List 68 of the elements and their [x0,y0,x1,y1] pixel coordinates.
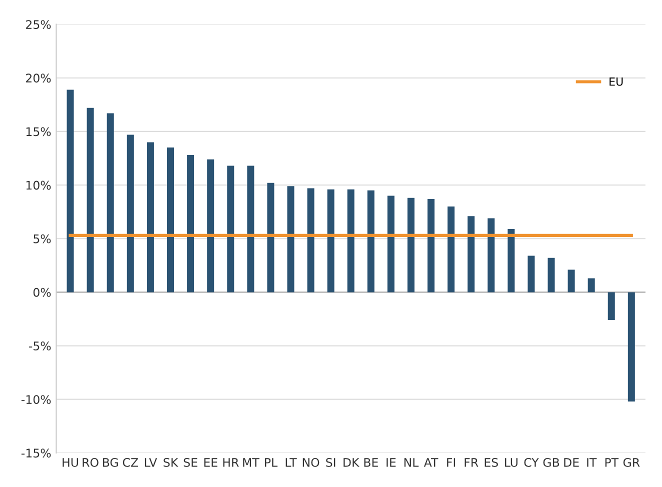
x-tick-label: PT [605,458,619,467]
x-tick-label: BE [364,458,378,467]
x-tick-label: IT [587,458,597,467]
y-tick-label: 15% [26,127,51,136]
bar [166,148,174,292]
bar [548,258,555,292]
bar [367,190,374,292]
x-tick-label: ES [484,458,498,467]
x-tick-label: MT [243,458,260,467]
x-tick-label: NO [302,458,320,467]
x-tick-label: CY [524,458,539,467]
x-tick-label: DE [564,458,579,467]
bar [146,142,154,292]
bar [187,155,194,292]
bar [588,278,595,292]
y-tick-label: 5% [34,234,51,244]
bar [347,189,354,292]
bar [407,198,414,292]
bar [307,188,314,292]
bar [628,292,635,402]
x-tick-label: LT [286,458,297,467]
x-tick-label: FR [464,458,478,467]
bar [508,228,515,292]
x-tick-label: GR [623,458,640,467]
x-tick-label: SE [184,458,198,467]
x-tick-label: EE [204,458,218,467]
x-tick-label: DK [344,458,360,467]
bar [448,206,455,292]
y-tick-label: 25% [26,20,51,30]
x-tick-label: FI [447,458,456,467]
y-tick-label: 0% [33,288,51,297]
x-tick-label: BG [103,458,118,467]
x-tick-label: HR [223,458,239,467]
bar [488,218,495,292]
x-tick-label: LU [505,458,518,467]
bar [387,196,394,292]
legend-label: EU [610,78,623,86]
x-tick-label: GB [543,458,560,467]
bar [528,256,535,292]
bar [428,198,435,292]
bar [207,159,214,292]
bar [106,113,114,292]
x-tick-label: AT [424,458,438,467]
y-tick-label: -15% [21,448,51,458]
bar [66,90,74,292]
bar [227,166,234,292]
x-tick-label: RO [82,458,98,467]
x-tick-label: CZ [122,458,138,467]
bar [327,189,334,292]
x-tick-label: LV [144,458,158,467]
bar [287,186,294,292]
y-tick-label: -5% [29,341,51,350]
y-tick-label: -10% [21,395,51,404]
bar [568,270,575,292]
bar [468,216,475,292]
bar [608,292,615,320]
bar [247,166,254,292]
bar [267,182,274,292]
bar [126,134,134,292]
x-tick-label: SI [326,458,336,467]
x-tick-label: PL [265,458,278,467]
x-tick-label: IE [386,458,396,467]
x-tick-label: SK [164,458,178,467]
x-tick-label: HU [62,458,78,467]
y-tick-label: 10% [26,180,51,190]
x-tick-label: NL [404,458,419,467]
bar [86,108,94,292]
y-tick-label: 20% [26,74,51,83]
